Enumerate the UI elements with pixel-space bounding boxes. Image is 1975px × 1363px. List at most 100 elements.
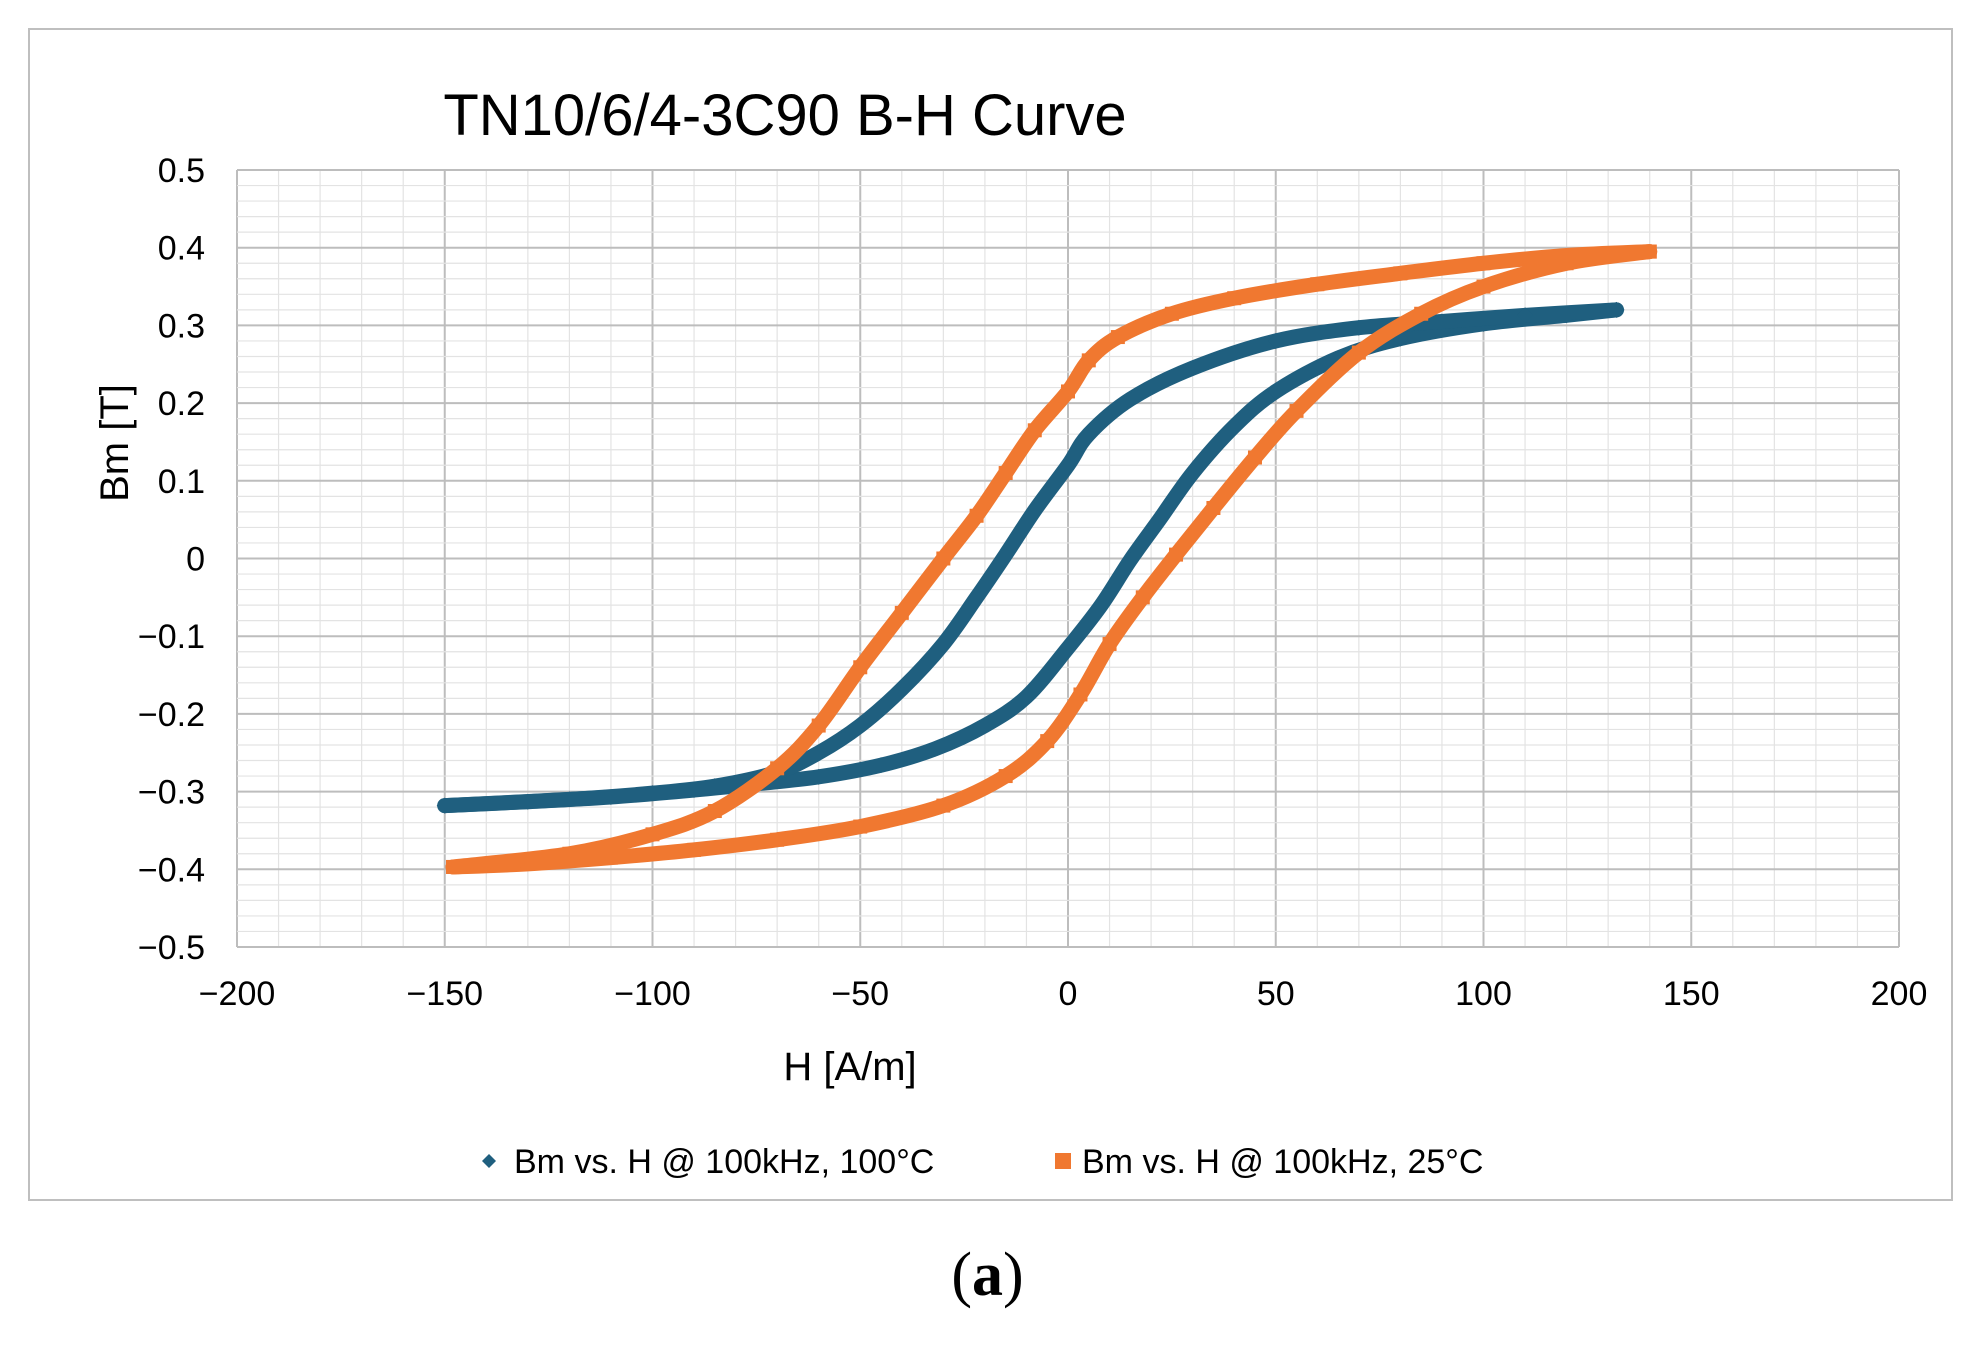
x-tick-label: 200 [1871, 975, 1928, 1013]
y-tick-label: 0.5 [158, 152, 205, 190]
data-point [561, 791, 578, 808]
legend-marker-25c [1055, 1153, 1071, 1169]
data-point [1018, 688, 1035, 705]
data-point [1267, 383, 1284, 400]
data-point [1310, 277, 1325, 292]
data-point [1135, 590, 1150, 605]
figure-caption: (a) [0, 1240, 1975, 1311]
data-point [645, 827, 660, 842]
x-tick-label: −200 [199, 975, 276, 1013]
data-point [1151, 511, 1168, 528]
legend-marker-100c [482, 1154, 496, 1168]
data-point [1351, 345, 1366, 360]
data-point [1414, 306, 1429, 321]
tick-labels: −200 −150 −100 −50 0 50 100 150 200 0.5 0.4 0.3 0.2 0… [138, 152, 1927, 1013]
chart-title: TN10/6/4-3C90 B-H Curve [443, 83, 1126, 148]
data-point [1060, 639, 1076, 656]
data-point [1040, 734, 1055, 749]
data-point [853, 819, 868, 834]
y-tick-label: −0.1 [138, 618, 205, 656]
caption-label: a [972, 1241, 1003, 1309]
y-tick-label: 0.1 [158, 463, 205, 501]
data-point [1093, 597, 1110, 614]
data-point [1122, 552, 1139, 569]
grid [236, 169, 1900, 948]
data-point [927, 740, 944, 757]
data-point [968, 589, 985, 606]
data-point [1608, 301, 1625, 318]
y-tick-label: 0.4 [158, 230, 205, 268]
data-point [893, 681, 910, 698]
data-point [644, 785, 661, 802]
data-point [969, 508, 984, 523]
data-point [1476, 256, 1491, 271]
data-point [1433, 313, 1450, 330]
legend-label-100c: Bm vs. H @ 100kHz, 100°C [514, 1143, 934, 1181]
data-point [1226, 418, 1243, 435]
data-point [998, 466, 1013, 481]
data-point [1110, 330, 1125, 345]
data-point [1289, 403, 1304, 418]
y-tick-label: −0.2 [138, 696, 205, 734]
data-point [1080, 426, 1097, 443]
data-point [936, 551, 951, 566]
data-point [706, 778, 723, 795]
x-tick-label: −100 [614, 975, 691, 1013]
data-point [603, 850, 618, 865]
data-point [998, 769, 1013, 784]
data-point [1184, 360, 1201, 377]
series-25c [445, 244, 1658, 875]
legend: Bm vs. H @ 100kHz, 100°C Bm vs. H @ 100k… [482, 1143, 1483, 1181]
y-tick-label: 0.3 [158, 307, 205, 345]
caption-close-paren: ) [1003, 1241, 1024, 1309]
data-point [1026, 502, 1043, 519]
data-point [687, 842, 702, 857]
chart-frame: TN10/6/4-3C90 B-H Curve −200 −150 −100 −50 0… [28, 28, 1953, 1201]
data-point [1081, 353, 1096, 368]
data-point [770, 761, 785, 776]
data-point [1184, 465, 1201, 482]
y-axis-title: Bm [T] [93, 384, 137, 502]
data-point [562, 846, 577, 861]
data-point [707, 804, 722, 819]
data-point [1060, 457, 1076, 474]
y-tick-label: −0.4 [138, 851, 205, 889]
x-tick-label: −50 [831, 975, 889, 1013]
series-trace-descending [445, 244, 1658, 875]
x-tick-label: 100 [1455, 975, 1512, 1013]
data-point [811, 718, 826, 733]
caption-open-paren: ( [951, 1241, 972, 1309]
data-point [1642, 244, 1657, 259]
data-point [810, 744, 827, 761]
data-point [1393, 266, 1408, 281]
y-tick-label: 0.2 [158, 385, 205, 423]
data-point [1267, 332, 1284, 349]
data-point [976, 717, 993, 734]
data-point [1061, 384, 1075, 399]
series-layer [436, 244, 1658, 875]
legend-label-25c: Bm vs. H @ 100kHz, 25°C [1082, 1143, 1483, 1181]
data-point [1350, 319, 1367, 336]
data-point [1027, 423, 1042, 438]
x-tick-label: −150 [406, 975, 483, 1013]
x-axis-title: H [A/m] [783, 1045, 916, 1089]
data-point [894, 605, 909, 620]
data-point [1247, 450, 1262, 465]
data-point [873, 757, 890, 774]
data-point [1227, 291, 1242, 306]
x-tick-label: 150 [1663, 975, 1720, 1013]
data-point [935, 635, 952, 652]
data-point [997, 546, 1014, 563]
data-point [1169, 547, 1184, 562]
data-point [852, 717, 869, 734]
data-point [1073, 687, 1088, 702]
data-point [436, 797, 453, 814]
y-tick-label: −0.3 [138, 774, 205, 812]
data-point [770, 832, 785, 847]
data-point [1206, 500, 1221, 515]
data-point [1164, 306, 1179, 321]
data-point [1122, 391, 1139, 408]
data-point [936, 798, 951, 813]
data-point [1517, 307, 1534, 324]
data-point [1476, 279, 1491, 294]
